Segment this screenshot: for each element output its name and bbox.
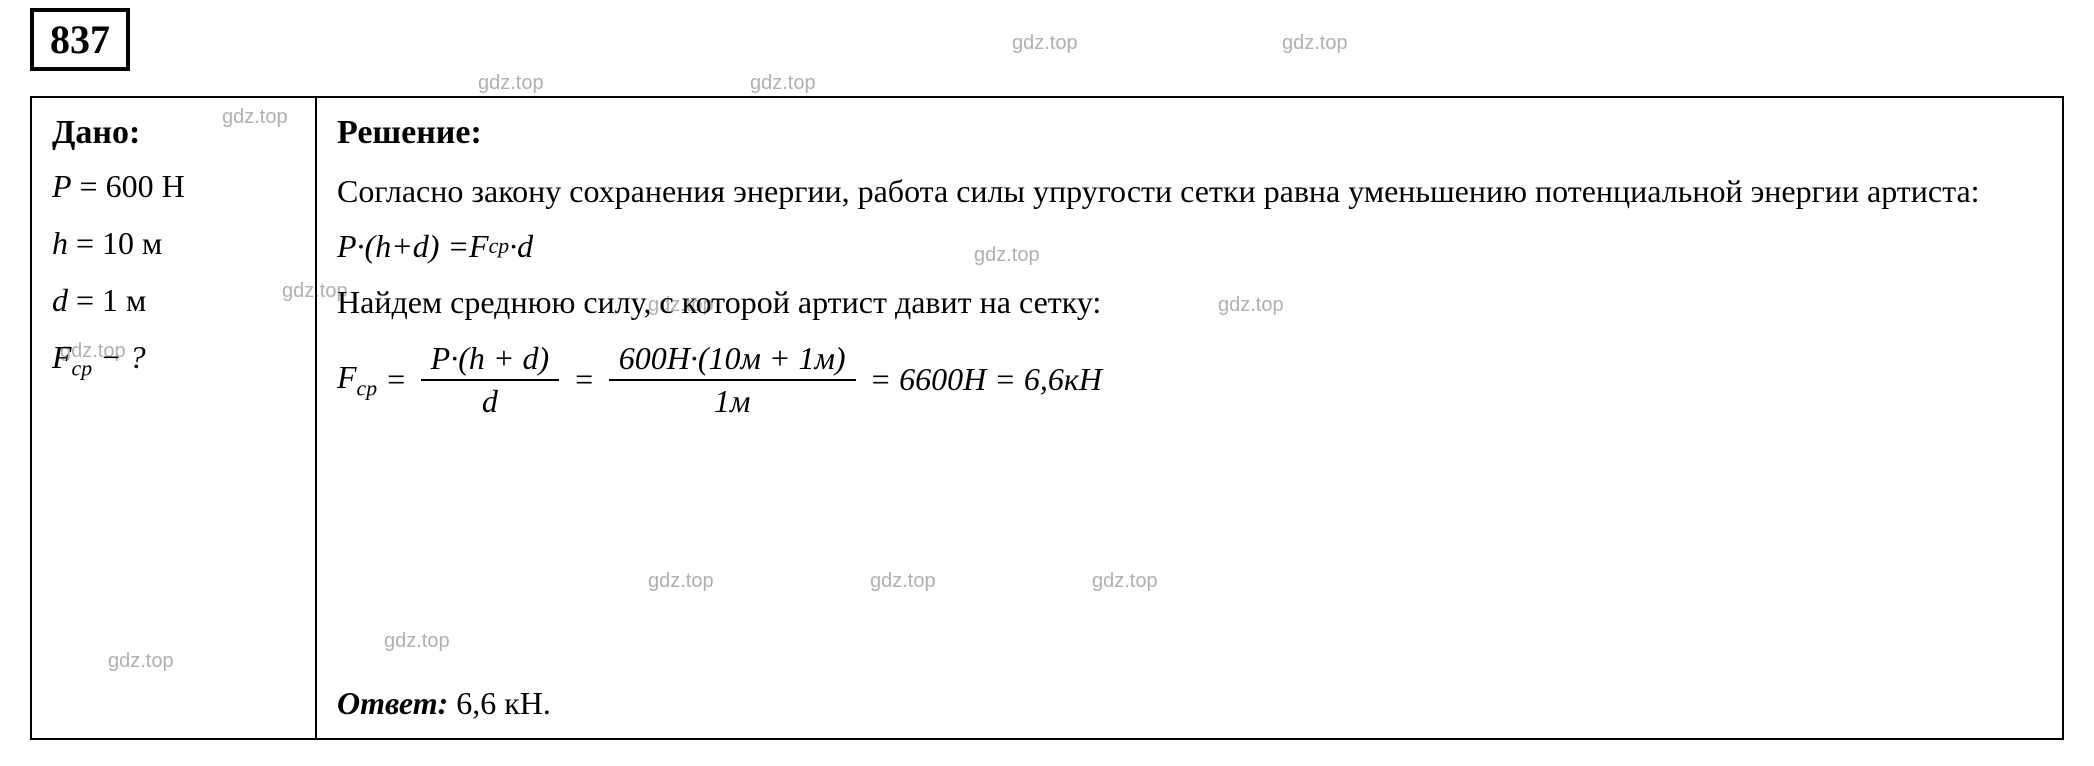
f2-den2: 1м [704,381,760,420]
given-header: Дано: [52,114,295,152]
f2-fraction-2: 600Н·(10м + 1м) 1м [609,340,856,420]
f2-num1: P·(h + d) [421,340,559,381]
f1-dot-open: ·( [357,228,376,265]
solution-text-2: Найдем среднюю силу, с которой артист да… [337,279,2042,325]
formula-2: Fср = P·(h + d) d = 600Н·(10м + 1м) 1м =… [337,340,2042,420]
answer-value: 6,6 кН. [448,685,551,721]
f1-plus: + [391,228,413,265]
var-h: h [52,225,68,261]
given-line-2: h = 10 м [52,225,295,262]
f1-P: P [337,228,357,265]
f2-eq1: = [385,361,407,398]
f2-num2: 600Н·(10м + 1м) [609,340,856,381]
f2-den1: d [472,381,508,420]
watermark-text: gdz.top [1282,32,1348,55]
var-F-sub: ср [72,356,93,380]
val-P: = 600 Н [72,168,185,204]
solution-column: Решение: Согласно закону сохранения энер… [317,98,2062,738]
watermark-text: gdz.top [1012,32,1078,55]
question-mark: − ? [92,339,146,375]
var-P: P [52,168,72,204]
val-h: = 10 м [68,225,162,261]
problem-number: 837 [50,17,110,62]
var-F: F [52,339,72,375]
answer-line: Ответ: 6,6 кН. [337,685,551,722]
given-line-3: d = 1 м [52,282,295,319]
formula-2-main: Fср = P·(h + d) d = 600Н·(10м + 1м) 1м =… [337,340,1102,420]
f2-eq2: = [573,361,595,398]
f2-fraction-1: P·(h + d) d [421,340,559,420]
problem-number-box: 837 [30,8,130,71]
val-d: = 1 м [68,282,146,318]
formula-1: P ·( h + d ) = Fср · d [337,228,2042,265]
f2-F: Fср [337,359,377,401]
solution-text-1: Согласно закону сохранения энергии, рабо… [337,168,2042,214]
given-line-4: Fср − ? [52,339,295,381]
solution-header: Решение: [337,114,2042,152]
watermark-text: gdz.top [750,72,816,95]
given-column: Дано: P = 600 Н h = 10 м d = 1 м Fср − ? [32,98,317,738]
var-d: d [52,282,68,318]
f1-dot2: · [509,228,517,265]
main-table: Дано: P = 600 Н h = 10 м d = 1 м Fср − ?… [30,96,2064,740]
f1-d: d [413,228,429,265]
given-line-1: P = 600 Н [52,168,295,205]
f1-F-sub: ср [489,234,510,259]
f2-result: = 6600Н = 6,6кН [870,361,1102,398]
f1-d2: d [517,228,533,265]
f1-close-eq: ) = [429,228,469,265]
answer-label: Ответ: [337,685,448,721]
watermark-text: gdz.top [478,72,544,95]
f1-h: h [375,228,391,265]
f1-F: F [469,228,489,265]
